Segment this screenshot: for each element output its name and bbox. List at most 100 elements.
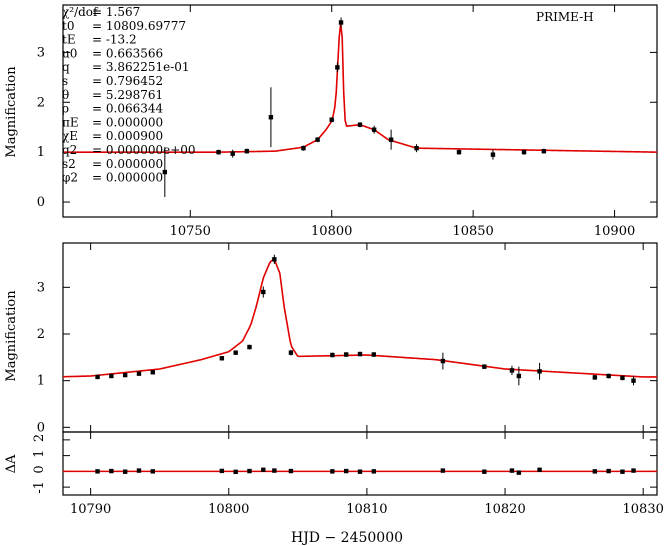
zoom-data-point-3	[136, 371, 142, 376]
zoom-data-point-10	[288, 350, 294, 355]
zoom-data-point-11	[330, 352, 335, 358]
param-value-11: = 0.000000	[92, 157, 163, 171]
full-ytick-label-0: 0	[37, 195, 45, 210]
zoom-data-point-4	[150, 370, 155, 375]
param-label-3: u0	[62, 46, 77, 60]
zoom-data-point-5	[219, 356, 225, 361]
res-point-0	[95, 469, 100, 474]
zoom-data-point-22	[620, 375, 625, 381]
param-label-12: φ2	[62, 171, 78, 185]
full-data-point-9	[338, 20, 344, 25]
res-point-21	[606, 468, 611, 474]
param-label-0: χ²/dof	[62, 5, 99, 19]
param-value-8: = 0.000000	[92, 115, 163, 129]
res-ytick-label-2: 1	[32, 450, 47, 458]
full-xtick-label-0: 10750	[170, 224, 211, 239]
full-data-point-7	[329, 117, 334, 122]
full-data-point-17	[541, 148, 547, 154]
zoom-data-point-14	[371, 352, 377, 357]
res-xtick-label-3: 10820	[484, 502, 525, 517]
full-panel-frame	[62, 4, 658, 218]
res-point-11	[330, 469, 335, 474]
zoom-data-point-20	[592, 375, 598, 380]
full-data-point-6	[315, 137, 320, 142]
res-point-20	[592, 469, 598, 474]
res-point-7	[247, 468, 252, 474]
res-ytick-label-0: -1	[32, 481, 47, 494]
param-value-5: = 0.796452	[92, 74, 163, 88]
res-point-4	[150, 469, 155, 474]
zoom-ytick-label-0: 0	[37, 420, 45, 435]
zoom-data-point-15	[440, 358, 446, 364]
full-data-point-15	[490, 152, 496, 157]
param-label-8: πE	[62, 115, 79, 129]
res-point-8	[261, 467, 266, 472]
zoom-data-point-23	[631, 378, 636, 383]
zoom-ylabel: Magnification	[4, 290, 19, 382]
param-value-12: = 0.000000	[92, 171, 163, 185]
full-xtick-label-2: 10850	[452, 224, 493, 239]
res-point-18	[516, 470, 522, 475]
param-label-1: t0	[62, 19, 74, 33]
res-point-16	[482, 469, 487, 474]
full-data-point-16	[521, 149, 527, 155]
full-data-point-14	[456, 149, 462, 155]
zoom-ytick-label-1: 1	[37, 374, 45, 389]
residual-panel-frame	[62, 431, 658, 496]
param-label-6: θ	[62, 88, 69, 102]
res-point-17	[509, 468, 515, 473]
residual-ylabel: ΔA	[4, 454, 19, 473]
res-point-15	[440, 468, 446, 473]
full-data-point-12	[388, 137, 394, 142]
full-data-point-0	[162, 169, 168, 175]
zoom-data-point-13	[357, 351, 363, 357]
zoom-data-point-7	[247, 344, 252, 350]
param-label-11: s2	[62, 157, 76, 171]
zoom-data-point-1	[109, 373, 114, 379]
res-point-12	[343, 468, 349, 474]
res-point-19	[537, 467, 542, 472]
dataset-label: PRIME-H	[536, 10, 594, 24]
res-xtick-label-0: 10790	[70, 502, 111, 517]
param-label-9: χE	[62, 129, 78, 143]
param-value-0: = 1.567	[92, 5, 140, 19]
zoom-data-point-0	[95, 374, 100, 380]
zoom-ytick-label-2: 2	[37, 327, 45, 342]
res-point-9	[272, 468, 277, 473]
full-data-point-10	[357, 122, 363, 127]
param-label-4: q	[62, 60, 70, 74]
res-point-6	[233, 469, 238, 475]
x-axis-label: HJD − 2450000	[291, 530, 403, 546]
param-value-7: = 0.066344	[92, 102, 163, 116]
res-point-2	[122, 469, 128, 474]
full-data-point-1	[268, 115, 274, 120]
full-ytick-label-2: 2	[37, 95, 45, 110]
residual-panel: 10790 10800 10810 10820 10830 -1 0 1 2	[32, 432, 664, 517]
param-value-10: = 0.000000e+00	[92, 143, 196, 157]
zoom-data-point-21	[606, 373, 611, 379]
zoom-data-point-6	[233, 350, 238, 355]
zoom-data-point-12	[343, 352, 349, 357]
res-point-1	[109, 468, 114, 474]
zoom-data-point-2	[122, 372, 128, 378]
full-xtick-label-1: 10800	[311, 224, 352, 239]
full-data-point-3	[230, 151, 235, 156]
param-value-4: = 3.862251e-01	[92, 60, 190, 74]
res-point-13	[357, 469, 363, 474]
res-point-3	[136, 468, 142, 473]
full-ytick-label-1: 1	[37, 145, 45, 160]
param-label-2: tE	[62, 33, 76, 47]
param-label-10: q2	[62, 143, 77, 157]
zoom-data-point-16	[482, 364, 487, 369]
res-point-23	[631, 468, 636, 473]
param-value-9: = 0.000900	[92, 129, 163, 143]
param-label-7: ρ	[62, 102, 69, 116]
zoom-model-curve	[62, 258, 658, 378]
res-xtick-label-2: 10810	[346, 502, 387, 517]
res-point-10	[288, 468, 294, 474]
res-ytick-label-3: 2	[32, 434, 47, 442]
zoom-ytick-label-3: 3	[37, 280, 45, 295]
param-value-2: = -13.2	[92, 33, 137, 47]
param-value-1: = 10809.69777	[92, 19, 186, 33]
